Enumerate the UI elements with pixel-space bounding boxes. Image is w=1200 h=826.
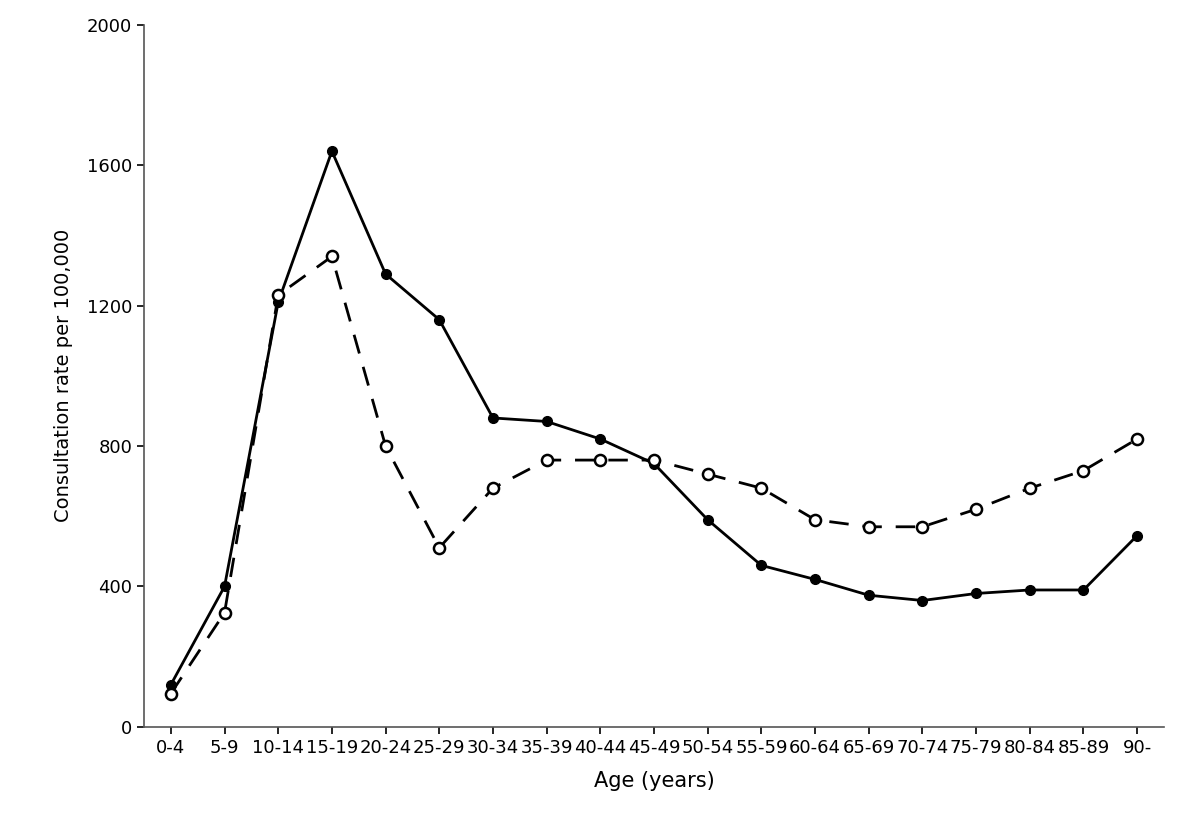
X-axis label: Age (years): Age (years) (594, 771, 714, 790)
Y-axis label: Consultation rate per 100,000: Consultation rate per 100,000 (54, 229, 73, 523)
